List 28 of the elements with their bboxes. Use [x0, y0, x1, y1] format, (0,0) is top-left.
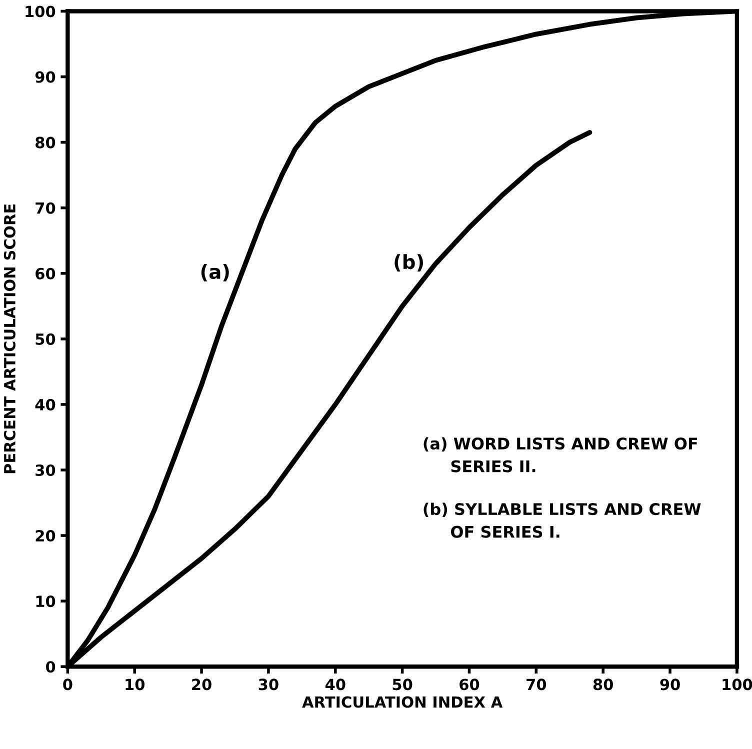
y-tick-label: 30 [36, 464, 56, 476]
y-tick-label: 60 [36, 268, 56, 280]
x-tick-label: 90 [660, 678, 680, 690]
y-tick-label: 100 [26, 6, 56, 18]
y-tick-label: 0 [46, 661, 56, 673]
x-tick-label: 50 [392, 678, 412, 690]
y-tick-label: 90 [35, 71, 56, 83]
x-tick-label: 40 [325, 678, 346, 690]
y-tick-label: 10 [36, 596, 56, 608]
x-tick-label: 10 [126, 678, 145, 690]
y-tick-label: 70 [36, 202, 56, 214]
series-label: (a) [201, 264, 229, 282]
x-tick-label: 20 [192, 678, 212, 690]
y-tick-label: 50 [36, 333, 56, 345]
y-tick-label: 80 [36, 136, 56, 148]
x-tick-label: 60 [460, 678, 480, 690]
x-tick-label: 70 [526, 678, 546, 690]
y-tick-label: 20 [36, 530, 56, 542]
x-tick-label: 80 [593, 678, 614, 690]
x-tick-label: 100 [722, 678, 752, 690]
y-tick-label: 40 [35, 398, 56, 410]
annotation: (a) WORD LISTS AND CREW OF SERIES II. [424, 437, 698, 472]
x-tick-label: 30 [258, 678, 278, 690]
series-label: (b) [394, 254, 424, 272]
annotation: (b) SYLLABLE LISTS AND CREW OF SERIES I. [424, 502, 701, 538]
y-axis-title: PERCENT ARTICULATION SCORE [4, 204, 16, 474]
x-axis-title: ARTICULATION INDEX A [302, 696, 503, 708]
x-tick-label: 0 [63, 678, 72, 690]
